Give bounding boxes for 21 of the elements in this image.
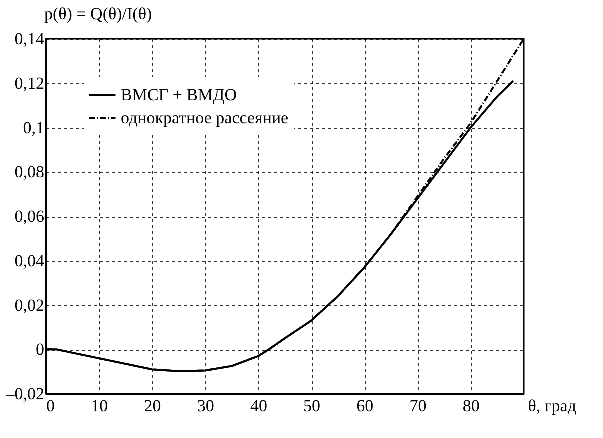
- x-tick-label: 80: [462, 396, 480, 416]
- y-tick-label: 0,12: [14, 74, 44, 93]
- y-tick-label: 0: [36, 340, 44, 360]
- y-tick-label: 0,1: [23, 118, 44, 138]
- x-tick-label: 30: [197, 396, 214, 416]
- x-tick-label: 70: [410, 396, 427, 416]
- y-axis-title: p(θ) = Q(θ)/I(θ): [44, 4, 152, 24]
- y-tick-label: 0,14: [14, 30, 45, 48]
- y-tick-label: 0,04: [14, 251, 45, 270]
- x-tick-label: 50: [304, 396, 321, 416]
- x-tick-label: 60: [356, 396, 374, 416]
- legend-label: ВМСГ + ВМДО: [121, 86, 238, 104]
- legend-label: однократное рассеяние: [121, 108, 289, 128]
- y-tick-label: –0,02: [5, 384, 44, 404]
- x-axis-title: θ, град: [528, 396, 577, 416]
- x-tick-label: 10: [91, 396, 108, 416]
- y-tick-label: 0,02: [14, 296, 44, 315]
- x-tick-label: 20: [144, 396, 162, 416]
- y-tick-label: 0,08: [14, 162, 44, 182]
- x-tick-label: 40: [250, 396, 268, 416]
- y-tick-label: 0,06: [14, 207, 44, 226]
